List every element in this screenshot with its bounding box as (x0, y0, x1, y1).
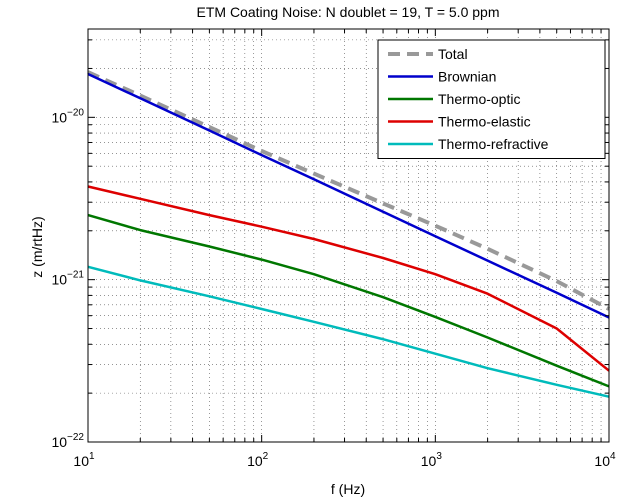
series-line (87, 265, 610, 398)
series-line (87, 70, 610, 311)
y-axis-label: z (m/rtHz) (29, 216, 45, 277)
x-tick-labels: 101 102 103 104 (73, 451, 616, 469)
chart-title: ETM Coating Noise: N doublet = 19, T = 5… (197, 4, 500, 20)
plot-frame (87, 28, 610, 443)
series-line (87, 185, 610, 372)
x-tick-label: 104 (594, 451, 616, 469)
legend-label: Brownian (438, 69, 496, 85)
x-tick-label: 102 (247, 451, 269, 469)
plot-lines (87, 70, 610, 398)
x-tick-label: 101 (73, 451, 95, 469)
y-tick-label: 10−21 (51, 270, 84, 288)
legend-label: Thermo-refractive (438, 136, 549, 152)
y-tick-label: 10−20 (51, 107, 84, 125)
y-tick-label: 10−22 (51, 432, 84, 450)
axis-ticks (87, 29, 610, 443)
legend-label: Total (438, 46, 468, 62)
legend-label: Thermo-elastic (438, 114, 531, 130)
legend: Total Brownian Thermo-optic Thermo-elastic T… (377, 39, 606, 159)
y-tick-labels: 10−22 10−21 10−20 (51, 107, 84, 450)
x-tick-label: 103 (421, 451, 443, 469)
series-line (87, 213, 610, 388)
legend-label: Thermo-optic (438, 91, 520, 107)
series-line (87, 72, 610, 319)
x-axis-label: f (Hz) (331, 481, 365, 497)
